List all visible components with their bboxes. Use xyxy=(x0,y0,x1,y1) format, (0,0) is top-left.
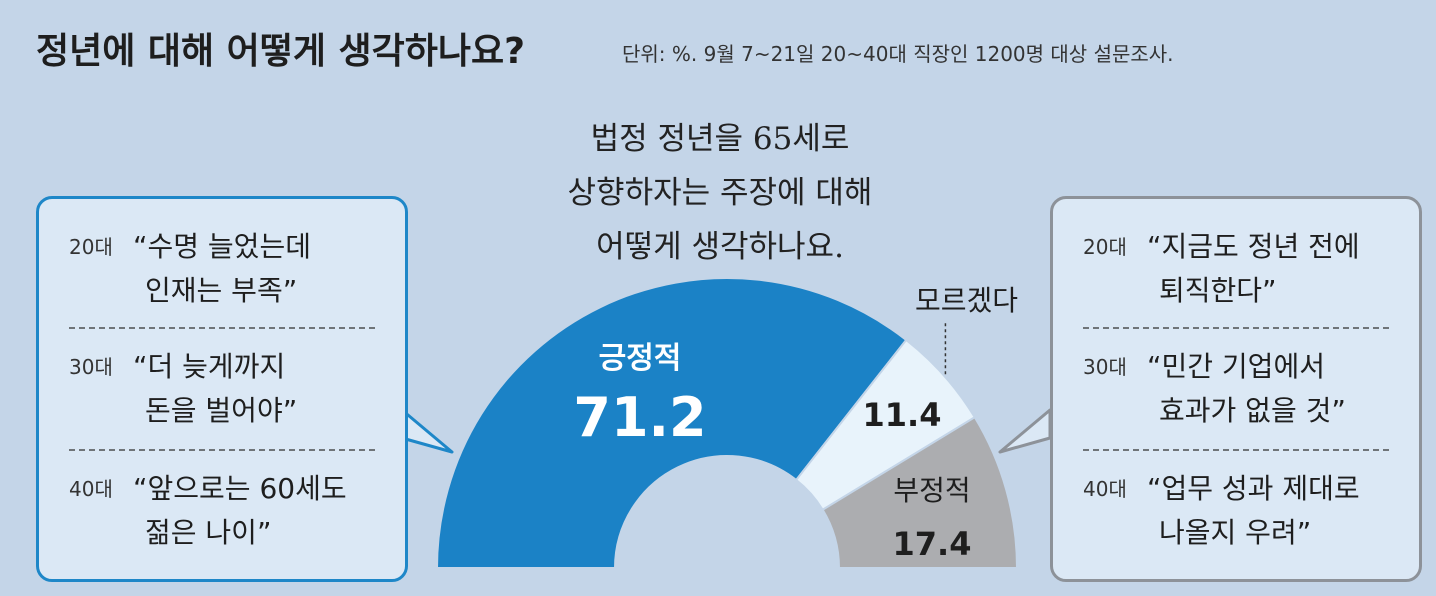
slice-label-negative: 부정적 xyxy=(893,474,970,507)
dashed-divider xyxy=(1083,327,1389,329)
quote-line: 돈을 벌어야” xyxy=(145,394,298,427)
dashed-divider xyxy=(69,327,375,329)
quote-entry: 20대 “수명 늘었는데 인재는 부족” xyxy=(39,219,405,309)
dashed-divider xyxy=(1083,449,1389,451)
age-group-label: 40대 xyxy=(69,477,113,501)
age-group-label: 30대 xyxy=(69,355,113,379)
quote-line: “앞으로는 60세도 xyxy=(133,472,347,505)
slice-label-positive: 긍정적 xyxy=(599,341,682,376)
survey-question: 법정 정년을 65세로 상향하자는 주장에 대해 어떻게 생각하나요. xyxy=(500,112,940,274)
positive-opinions-panel: 20대 “수명 늘었는데 인재는 부족” 30대 “더 늦게까지 돈을 벌어야”… xyxy=(36,196,408,582)
quote-entry: 30대 “더 늦게까지 돈을 벌어야” xyxy=(39,339,405,429)
quote-line: “민간 기업에서 xyxy=(1147,350,1325,383)
age-group-label: 20대 xyxy=(69,235,113,259)
question-line: 법정 정년을 65세로 xyxy=(590,121,850,157)
page-title: 정년에 대해 어떻게 생각하나요? xyxy=(36,31,526,72)
quote-line: “수명 늘었는데 xyxy=(133,230,311,263)
dashed-divider xyxy=(69,449,375,451)
slice-positive xyxy=(435,277,908,569)
quote-entry: 40대 “업무 성과 제대로 나올지 우려” xyxy=(1053,461,1419,551)
quote-entry: 20대 “지금도 정년 전에 퇴직한다” xyxy=(1053,219,1419,309)
quote-line: 효과가 없을 것” xyxy=(1159,394,1346,427)
quote-line: “업무 성과 제대로 xyxy=(1147,472,1360,505)
age-group-label: 40대 xyxy=(1083,477,1127,501)
quote-line: 인재는 부족” xyxy=(145,274,298,307)
slice-value-unknown: 11.4 xyxy=(863,396,942,434)
quote-line: “더 늦게까지 xyxy=(133,350,286,383)
quote-line: 나올지 우려” xyxy=(1159,516,1312,549)
question-line: 어떻게 생각하나요. xyxy=(596,229,844,265)
quote-entry: 30대 “민간 기업에서 효과가 없을 것” xyxy=(1053,339,1419,429)
survey-note: 단위: %. 9월 7~21일 20~40대 직장인 1200명 대상 설문조사… xyxy=(622,42,1174,66)
quote-line: “지금도 정년 전에 xyxy=(1147,230,1360,263)
question-line: 상향하자는 주장에 대해 xyxy=(567,175,873,211)
quote-entry: 40대 “앞으로는 60세도 젊은 나이” xyxy=(39,461,405,551)
slice-label-unknown: 모르겠다 xyxy=(915,284,1018,317)
age-group-label: 30대 xyxy=(1083,355,1127,379)
quote-line: 퇴직한다” xyxy=(1159,274,1277,307)
slice-negative xyxy=(821,415,1019,569)
quote-line: 젊은 나이” xyxy=(145,516,272,549)
age-group-label: 20대 xyxy=(1083,235,1127,259)
slice-value-positive: 71.2 xyxy=(573,386,706,449)
slice-value-negative: 17.4 xyxy=(893,525,972,563)
negative-opinions-panel: 20대 “지금도 정년 전에 퇴직한다” 30대 “민간 기업에서 효과가 없을… xyxy=(1050,196,1422,582)
